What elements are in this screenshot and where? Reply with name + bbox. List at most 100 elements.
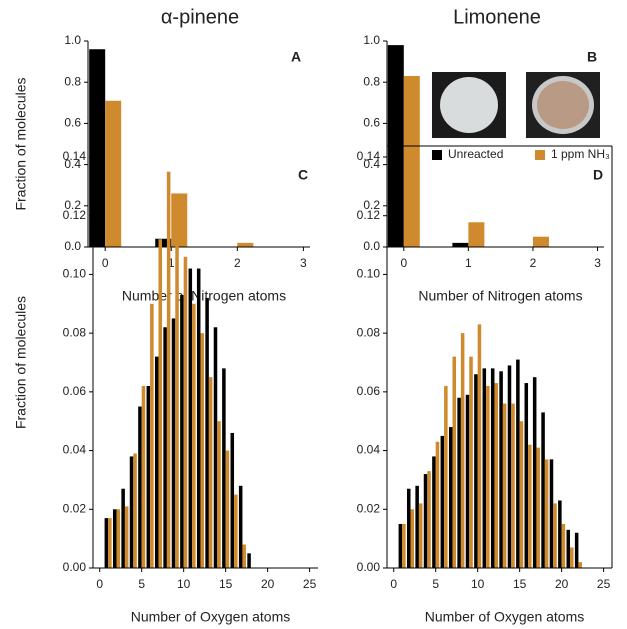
y-tick-label: 0.14 xyxy=(63,149,87,163)
bar xyxy=(432,456,436,568)
y-tick-label: 0.8 xyxy=(64,74,81,88)
bar xyxy=(574,532,579,568)
bar xyxy=(150,303,154,568)
y-tick-label: 0.06 xyxy=(357,384,381,398)
x-axis-label: Number of Nitrogen atoms xyxy=(418,288,582,304)
dish xyxy=(440,77,498,133)
x-axis-label: Number of Nitrogen atoms xyxy=(122,288,286,304)
y-tick-label: 0.12 xyxy=(63,208,87,222)
panel-title: Limonene xyxy=(453,6,541,28)
bar xyxy=(452,356,457,568)
y-tick-label: 0.6 xyxy=(363,116,380,130)
x-tick-label: 1 xyxy=(168,256,175,270)
bar xyxy=(516,359,520,568)
y-tick-label: 0.0 xyxy=(64,239,81,253)
x-tick-label: 3 xyxy=(300,256,307,270)
bar xyxy=(104,518,109,568)
x-tick-label: 1 xyxy=(465,256,472,270)
bar xyxy=(460,333,465,568)
bar xyxy=(108,518,112,568)
panel-label: A xyxy=(291,49,301,65)
bar xyxy=(415,485,419,568)
bar xyxy=(213,327,218,568)
bar xyxy=(237,242,254,247)
bar xyxy=(205,297,209,568)
y-tick-label: 0.08 xyxy=(357,325,381,339)
bar xyxy=(541,412,545,568)
bar xyxy=(138,406,142,568)
legend-swatch xyxy=(432,150,442,160)
bar xyxy=(486,385,490,568)
bar xyxy=(423,474,428,568)
bar xyxy=(238,485,243,568)
y-tick-label: 0.00 xyxy=(63,560,87,574)
bar xyxy=(468,222,485,247)
y-tick-label: 0.02 xyxy=(357,501,381,515)
y-tick-label: 0.4 xyxy=(363,157,380,171)
y-tick-label: 1.0 xyxy=(64,33,81,47)
y-tick-label: 0.6 xyxy=(64,116,81,130)
bar xyxy=(440,435,445,568)
bar xyxy=(180,294,184,568)
bar xyxy=(403,76,420,248)
bar xyxy=(474,374,478,568)
y-tick-label: 0.00 xyxy=(357,560,381,574)
bar xyxy=(448,427,453,568)
legend-swatch xyxy=(535,150,545,160)
y-axis-label: Fraction of molecules xyxy=(13,77,29,210)
y-tick-label: 0.14 xyxy=(357,149,381,163)
x-tick-label: 2 xyxy=(234,256,241,270)
bar xyxy=(558,500,562,568)
dish xyxy=(537,81,589,129)
bar xyxy=(502,403,507,568)
bar xyxy=(435,441,440,568)
bar xyxy=(452,242,469,247)
bar xyxy=(507,365,512,568)
x-tick-label: 15 xyxy=(219,577,233,591)
y-tick-label: 0.02 xyxy=(63,501,87,515)
y-tick-label: 0.08 xyxy=(63,325,87,339)
y-tick-label: 0.06 xyxy=(63,384,87,398)
bar xyxy=(155,238,172,247)
bar xyxy=(129,456,134,568)
bar xyxy=(171,193,188,247)
bar xyxy=(141,385,146,568)
panel-label: C xyxy=(298,167,308,183)
x-axis-label: Number of Oxygen atoms xyxy=(425,609,585,625)
x-axis-label: Number of Oxygen atoms xyxy=(131,609,291,625)
bar xyxy=(566,529,571,568)
bar xyxy=(532,377,537,568)
bar xyxy=(524,383,529,568)
y-tick-label: 0.2 xyxy=(363,198,380,212)
bar xyxy=(427,471,431,568)
bar xyxy=(482,368,487,568)
x-tick-label: 0 xyxy=(102,256,109,270)
bar xyxy=(519,421,524,568)
bar xyxy=(208,377,213,568)
bar xyxy=(578,562,582,568)
y-tick-label: 0.04 xyxy=(357,443,381,457)
x-tick-label: 5 xyxy=(432,577,439,591)
bar xyxy=(242,544,246,568)
y-tick-label: 0.04 xyxy=(63,443,87,457)
bar xyxy=(410,509,415,568)
y-tick-label: 0.2 xyxy=(64,198,81,212)
x-tick-label: 5 xyxy=(138,577,145,591)
bar xyxy=(124,506,129,568)
bar xyxy=(418,503,423,568)
x-tick-label: 25 xyxy=(597,577,611,591)
bar xyxy=(536,447,540,568)
x-tick-label: 0 xyxy=(96,577,103,591)
bar xyxy=(499,371,503,568)
bar xyxy=(528,444,532,568)
x-tick-label: 25 xyxy=(303,577,317,591)
y-tick-label: 0.12 xyxy=(357,208,381,222)
bar xyxy=(457,397,461,568)
bar xyxy=(192,303,196,568)
bar xyxy=(549,459,554,568)
bar xyxy=(171,318,176,568)
bar xyxy=(570,547,574,568)
bar xyxy=(163,327,167,568)
x-tick-label: 0 xyxy=(400,256,407,270)
